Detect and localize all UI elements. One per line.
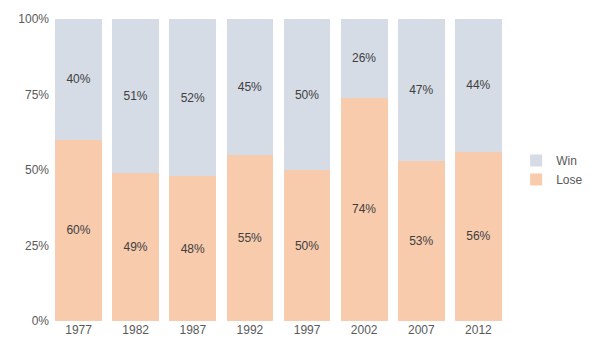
svg-text:26%: 26% [352,51,376,65]
svg-text:2012: 2012 [465,323,492,337]
svg-text:50%: 50% [295,239,319,253]
svg-text:0%: 0% [32,314,50,328]
svg-text:Lose: Lose [556,173,582,187]
svg-text:53%: 53% [409,234,433,248]
svg-text:1992: 1992 [237,323,264,337]
svg-text:52%: 52% [181,91,205,105]
svg-text:44%: 44% [466,78,490,92]
svg-text:50%: 50% [25,163,49,177]
svg-text:1977: 1977 [65,323,92,337]
svg-text:60%: 60% [66,223,90,237]
svg-text:1997: 1997 [294,323,321,337]
svg-text:48%: 48% [181,242,205,256]
svg-text:40%: 40% [66,72,90,86]
svg-text:2007: 2007 [408,323,435,337]
svg-text:25%: 25% [25,239,49,253]
svg-text:45%: 45% [238,80,262,94]
svg-text:74%: 74% [352,202,376,216]
svg-text:55%: 55% [238,231,262,245]
svg-text:75%: 75% [25,88,49,102]
svg-text:50%: 50% [295,88,319,102]
svg-text:1982: 1982 [122,323,149,337]
svg-text:47%: 47% [409,83,433,97]
svg-text:1987: 1987 [179,323,206,337]
svg-text:Win: Win [556,154,577,168]
svg-text:51%: 51% [124,89,148,103]
svg-text:56%: 56% [466,229,490,243]
svg-text:49%: 49% [124,240,148,254]
svg-text:100%: 100% [18,12,49,26]
svg-text:2002: 2002 [351,323,378,337]
